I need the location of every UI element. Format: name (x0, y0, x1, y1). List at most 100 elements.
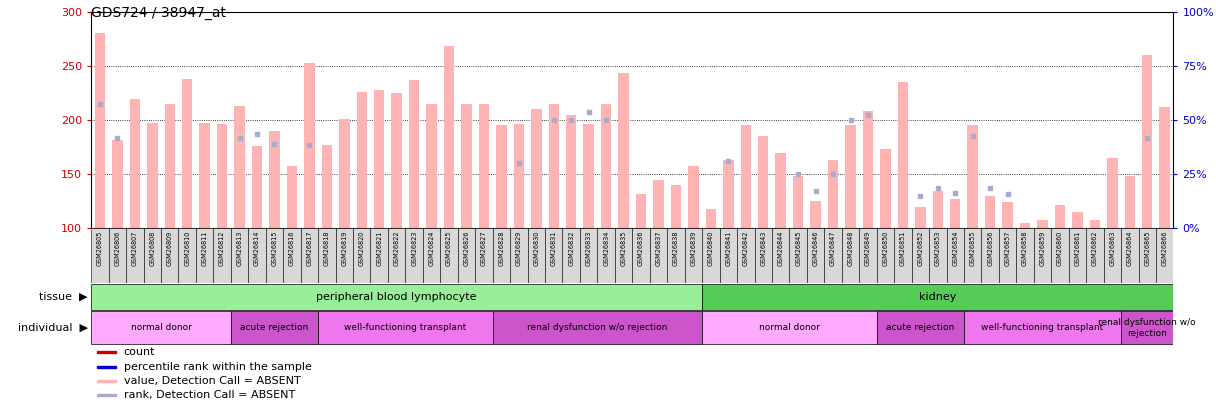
Bar (405, 228, 423, 283)
Bar (1156, 228, 1173, 283)
Bar (266, 228, 283, 283)
Text: GSM26820: GSM26820 (359, 230, 365, 266)
Bar (548, 104, 559, 228)
Bar (929, 228, 946, 283)
Text: GSM26810: GSM26810 (184, 230, 190, 266)
Text: well-functioning transplant: well-functioning transplant (344, 323, 467, 333)
Text: percentile rank within the sample: percentile rank within the sample (124, 362, 311, 372)
Bar (287, 166, 297, 228)
Bar (531, 109, 541, 228)
Text: GSM26853: GSM26853 (935, 230, 941, 266)
Text: renal dysfunction w/o
rejection: renal dysfunction w/o rejection (1098, 318, 1197, 337)
Bar (912, 228, 929, 283)
Bar (632, 228, 649, 283)
Text: GSM26847: GSM26847 (831, 230, 837, 266)
Bar (231, 311, 319, 344)
Bar (96, 351, 116, 353)
Bar (91, 284, 702, 310)
Bar (248, 228, 266, 283)
Bar (96, 380, 116, 382)
Text: GSM26809: GSM26809 (167, 230, 173, 266)
Text: GSM26860: GSM26860 (1057, 230, 1063, 266)
Bar (143, 228, 161, 283)
Bar (964, 311, 1121, 344)
Bar (126, 228, 143, 283)
Bar (235, 106, 244, 228)
Text: kidney: kidney (919, 292, 957, 302)
Bar (492, 311, 702, 344)
Bar (897, 82, 908, 228)
Bar (810, 201, 821, 228)
Bar (96, 394, 116, 396)
Bar (877, 311, 964, 344)
Bar (985, 196, 996, 228)
Bar (894, 228, 912, 283)
Bar (336, 228, 353, 283)
Bar (789, 228, 807, 283)
Bar (563, 228, 580, 283)
Text: GSM26808: GSM26808 (150, 230, 156, 266)
Text: GSM26857: GSM26857 (1004, 230, 1010, 266)
Bar (475, 228, 492, 283)
Bar (283, 228, 300, 283)
Bar (862, 111, 873, 228)
Text: GSM26827: GSM26827 (482, 230, 486, 266)
Bar (1090, 220, 1100, 228)
Bar (968, 126, 978, 228)
Bar (216, 124, 227, 228)
Bar (545, 228, 563, 283)
Text: value, Detection Call = ABSENT: value, Detection Call = ABSENT (124, 376, 300, 386)
Bar (1121, 228, 1138, 283)
Text: GSM26825: GSM26825 (446, 230, 452, 266)
Bar (96, 366, 116, 368)
Text: GSM26833: GSM26833 (586, 230, 592, 266)
Text: GSM26806: GSM26806 (114, 230, 120, 266)
Bar (199, 124, 210, 228)
Text: GSM26835: GSM26835 (620, 230, 626, 266)
Bar (375, 90, 384, 228)
Bar (580, 228, 597, 283)
Text: GSM26805: GSM26805 (97, 230, 103, 266)
Bar (213, 228, 231, 283)
Bar (130, 100, 140, 228)
Bar (319, 311, 492, 344)
Bar (182, 79, 192, 228)
Bar (933, 190, 944, 228)
Bar (702, 228, 720, 283)
Bar (252, 146, 263, 228)
Text: GSM26842: GSM26842 (743, 230, 749, 266)
Bar (300, 228, 319, 283)
Bar (1121, 311, 1173, 344)
Text: GSM26844: GSM26844 (778, 230, 783, 266)
Bar (479, 104, 489, 228)
Bar (584, 124, 593, 228)
Bar (161, 228, 179, 283)
Text: GSM26822: GSM26822 (394, 230, 400, 266)
Bar (998, 228, 1017, 283)
Bar (1052, 228, 1069, 283)
Bar (668, 228, 685, 283)
Text: GSM26824: GSM26824 (428, 230, 434, 266)
Text: GSM26829: GSM26829 (516, 230, 522, 266)
Text: GSM26841: GSM26841 (725, 230, 731, 266)
Bar (492, 228, 511, 283)
Bar (824, 228, 841, 283)
Text: GSM26858: GSM26858 (1023, 230, 1028, 266)
Text: GSM26855: GSM26855 (969, 230, 975, 266)
Text: acute rejection: acute rejection (241, 323, 309, 333)
Text: GSM26862: GSM26862 (1092, 230, 1098, 266)
Text: count: count (124, 347, 156, 357)
Text: GSM26837: GSM26837 (655, 230, 662, 266)
Text: GSM26848: GSM26848 (848, 230, 854, 266)
Text: GSM26865: GSM26865 (1144, 230, 1150, 266)
Bar (511, 228, 528, 283)
Text: acute rejection: acute rejection (886, 323, 955, 333)
Text: GSM26859: GSM26859 (1040, 230, 1046, 266)
Bar (1054, 205, 1065, 228)
Text: GSM26854: GSM26854 (952, 230, 958, 266)
Bar (615, 228, 632, 283)
Bar (319, 228, 336, 283)
Bar (950, 199, 961, 228)
Bar (91, 228, 108, 283)
Text: GSM26819: GSM26819 (342, 230, 348, 266)
